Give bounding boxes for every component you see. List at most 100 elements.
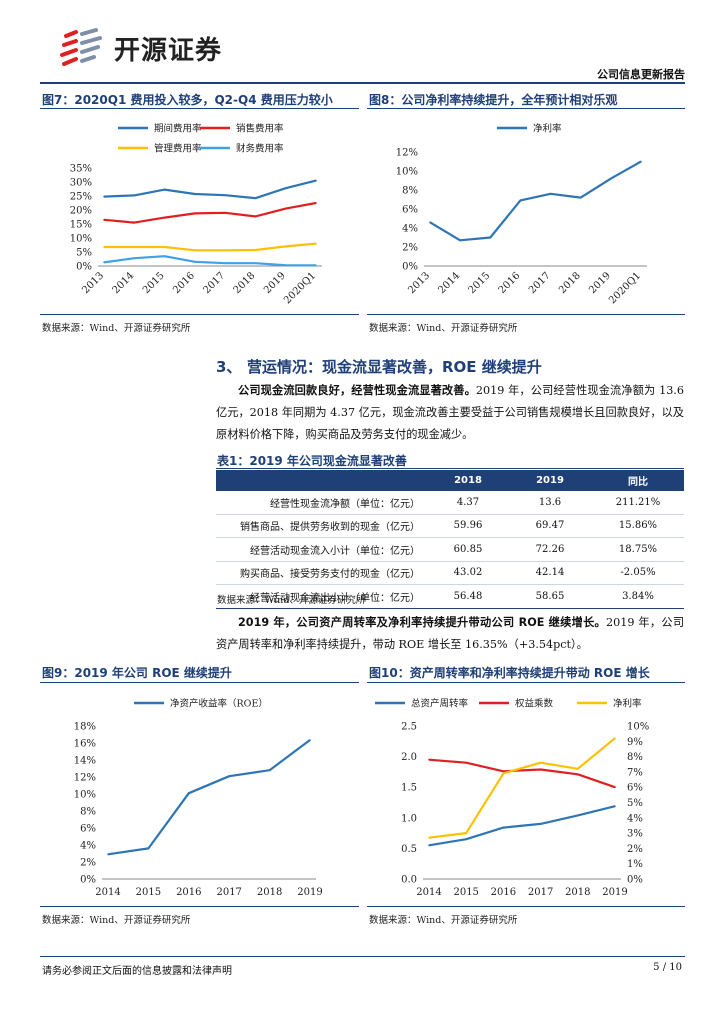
table-cell: 18.75%: [592, 537, 684, 562]
series-line: [104, 242, 317, 252]
data-point: [577, 768, 579, 770]
table-cell: 42.14: [508, 561, 592, 585]
data-point: [489, 236, 492, 239]
y-tick-label: 4%: [80, 841, 96, 852]
x-tick-label: 2018: [257, 887, 282, 898]
data-point: [577, 773, 579, 776]
fig7-s4-legend-label: 财务费用率: [236, 143, 284, 155]
data-point: [103, 246, 105, 248]
y-tick-label: 20%: [70, 206, 92, 217]
table-cell: 60.85: [428, 537, 508, 562]
table-row: 经营活动现金流入小计（单位：亿元） 60.85 72.26 18.75%: [216, 537, 684, 562]
data-point: [224, 194, 226, 196]
data-point: [254, 197, 257, 200]
y2-tick-label: 9%: [627, 737, 643, 748]
y-tick-label: 12%: [74, 773, 96, 784]
y-tick-label: 0%: [402, 262, 418, 273]
y2-tick-label: 1%: [627, 859, 643, 870]
section-title: 营运情况：现金流显著改善，ROE 继续提升: [247, 358, 542, 376]
page-number: 5 / 10: [653, 962, 682, 973]
footer-disclaimer: 请务必参阅正文后面的信息披露和法律声明: [42, 966, 232, 977]
x-tick-label: 2019: [262, 270, 288, 296]
data-point: [224, 249, 226, 252]
series-line: [103, 255, 317, 267]
data-point: [163, 216, 166, 219]
paragraph-roe: 2019 年，公司资产周转率及净利率持续提升带动公司 ROE 继续增长。2019…: [216, 612, 684, 656]
table-cell: 56.48: [428, 584, 508, 609]
table-cell: 58.65: [508, 584, 592, 609]
fig10-s2-legend-label: 权益乘数: [515, 698, 554, 710]
series-line: [103, 201, 317, 224]
fig10-chart: 总资产周转率 权益乘数 净利率 0.0 0.5 1.0 1.5 2.0 2.5 0% 1% 2% 3% 4…: [375, 698, 649, 898]
x-tick-label: 2017: [201, 270, 227, 296]
data-point: [133, 257, 136, 259]
data-point: [284, 207, 287, 210]
y2-tick-label: 5%: [627, 798, 643, 809]
data-point: [224, 212, 226, 214]
data-point: [315, 242, 317, 245]
fig7-bottom-rule: [40, 314, 359, 315]
fig10-title-rule: [367, 682, 685, 683]
y-tick-label: 35%: [70, 164, 92, 175]
data-point: [502, 770, 505, 773]
x-tick-label: 2014: [436, 270, 462, 296]
x-tick-label: 2014: [111, 270, 137, 296]
fig9-title-rule: [40, 682, 359, 683]
table-cell: 4.37: [428, 491, 508, 515]
fig10-s3-legend-label: 净利率: [613, 698, 642, 710]
x-tick-label: 2018: [557, 270, 583, 296]
data-point: [579, 196, 582, 199]
data-point: [539, 823, 542, 825]
data-point: [428, 844, 430, 847]
fig9-source: 数据来源：Wind、开源证券研究所: [42, 915, 191, 926]
footer-rule: [40, 956, 685, 957]
y-tick-label: 6%: [402, 205, 418, 216]
data-point: [549, 193, 552, 195]
data-point: [614, 786, 616, 788]
data-point: [194, 261, 196, 263]
data-point: [103, 195, 105, 198]
table1-source: 数据来源：Wind、开源证券研究所: [217, 595, 366, 606]
table-cell: 13.6: [508, 491, 592, 515]
data-point: [315, 264, 317, 267]
fig7-s3-legend-label: 管理费用率: [154, 143, 202, 155]
table-cell: 59.96: [428, 514, 508, 538]
x-tick-label: 2015: [136, 887, 161, 898]
table-header-cell: 同比: [592, 470, 684, 491]
data-point: [224, 262, 226, 264]
y-tick-label: 2.0: [401, 752, 417, 763]
data-point: [268, 769, 271, 771]
table-cell: 211.21%: [592, 491, 684, 515]
data-point: [254, 249, 257, 251]
data-point: [163, 246, 166, 248]
y-tick-label: 2.5: [401, 722, 417, 733]
y-tick-label: 0.5: [401, 844, 417, 855]
series-line: [428, 805, 616, 847]
data-point: [284, 187, 287, 189]
table-cell: -2.05%: [592, 561, 684, 585]
table-row: 经营活动现金流出小计（单位：亿元） 56.48 58.65 3.84%: [216, 584, 684, 609]
x-tick-label: 2017: [528, 887, 553, 898]
y-tick-label: 10%: [70, 234, 92, 245]
report-type: 公司信息更新报告: [597, 68, 685, 81]
series-line: [428, 758, 616, 789]
y2-tick-label: 8%: [627, 752, 643, 763]
x-tick-label: 2016: [491, 887, 516, 898]
data-point: [194, 212, 196, 215]
table-row: 购买商品、接受劳务支付的现金（亿元） 43.02 42.14 -2.05%: [216, 561, 684, 585]
table1-title-rule: [216, 468, 684, 469]
y-tick-label: 25%: [70, 192, 92, 203]
y-tick-label: 30%: [70, 178, 92, 189]
y-tick-label: 2%: [402, 243, 418, 254]
data-point: [465, 838, 467, 841]
data-point: [428, 758, 430, 761]
table-row: 经营性现金流净额（单位：亿元） 4.37 13.6 211.21%: [216, 491, 684, 515]
data-point: [429, 221, 431, 224]
series-line: [429, 160, 642, 242]
y-tick-label: 8%: [402, 186, 418, 197]
data-point: [103, 261, 105, 264]
fig8-source: 数据来源：Wind、开源证券研究所: [369, 323, 518, 334]
paragraph-cashflow-body: 2019 年，公司经营性现金流净额为 13.6 亿元，2018 年同期为 4.3…: [216, 384, 684, 441]
data-point: [254, 215, 257, 218]
x-tick-label: 2017: [216, 887, 241, 898]
